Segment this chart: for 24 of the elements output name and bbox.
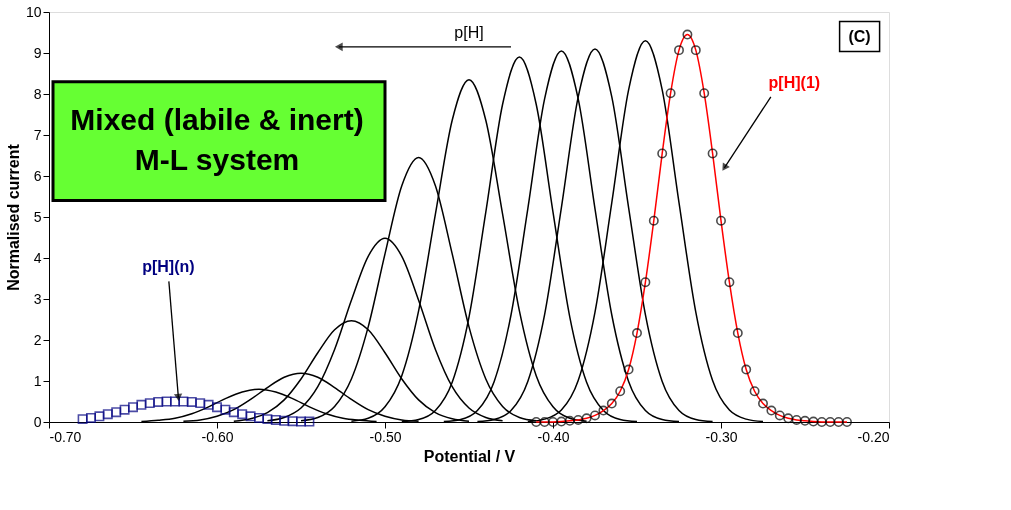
x-tick-label: -0.30: [705, 428, 738, 445]
y-tick-label: 8: [33, 85, 42, 102]
annotation: p[H](n): [142, 258, 195, 276]
y-tick-label: 3: [33, 290, 42, 307]
x-tick-label: -0.20: [857, 428, 890, 445]
annotation: p[H](1): [768, 73, 821, 91]
y-tick-label: 9: [33, 44, 42, 61]
annotation: (C): [848, 27, 871, 45]
y-tick-label: 6: [33, 167, 42, 184]
x-tick-label: -0.70: [49, 428, 82, 445]
y-axis-title: Normalised current: [4, 143, 22, 291]
x-tick-label: -0.40: [537, 428, 570, 445]
annotation: Mixed (labile & inert) M-L system: [70, 103, 364, 177]
y-tick-label: 2: [33, 331, 42, 348]
y-tick-label: 7: [33, 126, 42, 143]
y-tick-label: 4: [33, 249, 42, 266]
y-tick-label: 5: [33, 208, 42, 225]
x-tick-label: -0.60: [201, 428, 234, 445]
x-axis-title: Potential / V: [423, 447, 516, 465]
y-tick-label: 0: [33, 413, 42, 430]
annotation: p[H]: [454, 23, 484, 41]
y-tick-label: 1: [33, 372, 42, 389]
x-tick-label: -0.50: [369, 428, 402, 445]
y-tick-label: 10: [25, 3, 42, 20]
